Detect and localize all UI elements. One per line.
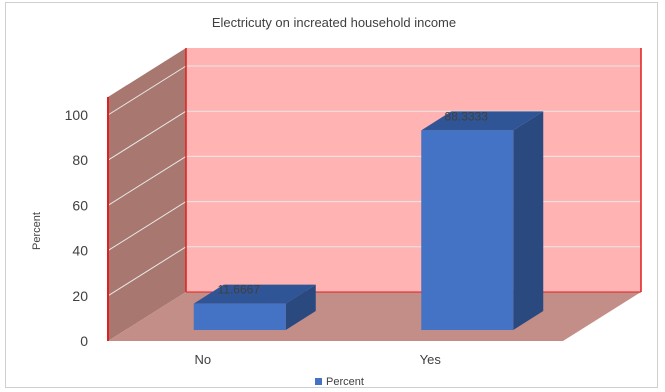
gridline-side [107, 110, 187, 161]
y-tick-label: 100 [65, 107, 89, 123]
floor [108, 292, 641, 341]
data-label-no: 11.6667 [218, 283, 261, 297]
bar-yes [421, 130, 514, 330]
side-wall-gridlines [107, 65, 187, 297]
back-wall [186, 48, 641, 292]
chart-title: Electricuty on increated household incom… [212, 15, 456, 30]
back-wall-gridlines [186, 65, 641, 248]
gridline-side [107, 201, 187, 252]
y-axis-label: Percent [31, 212, 43, 250]
y-tick-label: 60 [72, 197, 88, 213]
data-labels: 11.6667 88.3333 [218, 109, 489, 296]
category-labels: No Yes [194, 352, 441, 367]
bar-top-yes [421, 111, 544, 131]
category-label-yes: Yes [420, 352, 442, 367]
bar-side-no [285, 284, 316, 330]
y-tick-label: 40 [72, 243, 88, 259]
legend-label: Percent [326, 376, 364, 388]
bars [193, 111, 544, 330]
bar-no [193, 303, 286, 330]
gridline-side [107, 246, 187, 297]
y-axis-ticks: 0 20 40 60 80 100 [65, 107, 89, 349]
data-label-yes: 88.3333 [445, 109, 489, 123]
category-label-no: No [194, 352, 211, 367]
y-tick-label: 0 [80, 333, 88, 349]
bar-top-no [193, 284, 316, 304]
gridline-side [107, 65, 187, 116]
legend-swatch [315, 378, 322, 385]
chart-frame: Electricuty on increated household incom… [5, 2, 658, 388]
gridline-side [107, 155, 187, 206]
bar-side-yes [513, 111, 544, 330]
y-tick-label: 80 [72, 152, 88, 168]
y-tick-label: 20 [72, 288, 88, 304]
chart-svg: Electricuty on increated household incom… [31, 15, 642, 388]
left-side-wall [108, 48, 186, 341]
